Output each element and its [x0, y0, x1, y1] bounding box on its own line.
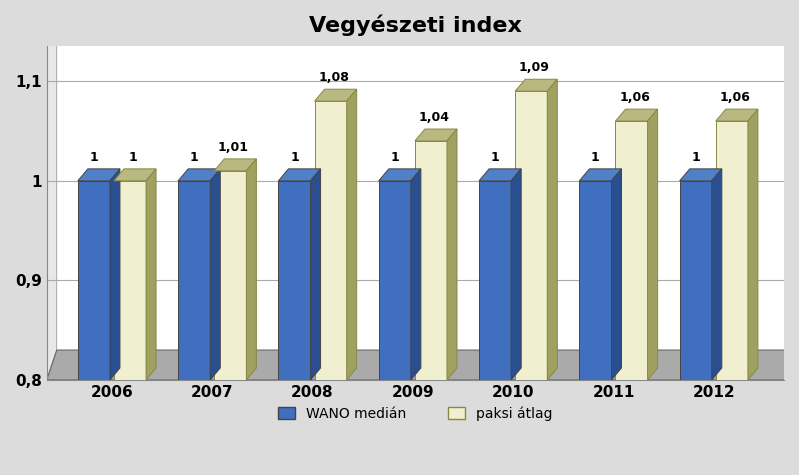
- Polygon shape: [680, 169, 721, 181]
- Text: 1: 1: [491, 151, 499, 164]
- Polygon shape: [278, 169, 320, 181]
- Polygon shape: [447, 129, 457, 380]
- Polygon shape: [515, 91, 547, 380]
- Polygon shape: [214, 159, 256, 171]
- Polygon shape: [479, 181, 511, 380]
- Polygon shape: [246, 159, 256, 380]
- Polygon shape: [479, 169, 521, 181]
- Text: 1: 1: [591, 151, 600, 164]
- Polygon shape: [46, 17, 57, 380]
- Polygon shape: [415, 129, 457, 141]
- Polygon shape: [511, 169, 521, 380]
- Polygon shape: [379, 181, 411, 380]
- Polygon shape: [347, 89, 356, 380]
- Text: 1,06: 1,06: [719, 91, 750, 104]
- Polygon shape: [716, 121, 748, 380]
- Polygon shape: [78, 169, 120, 181]
- Polygon shape: [311, 169, 320, 380]
- Text: 1: 1: [691, 151, 700, 164]
- Polygon shape: [615, 121, 647, 380]
- Text: 1,09: 1,09: [519, 61, 550, 74]
- Polygon shape: [114, 181, 146, 380]
- Title: Vegyészeti index: Vegyészeti index: [309, 15, 522, 37]
- Polygon shape: [315, 89, 356, 101]
- Polygon shape: [748, 109, 758, 380]
- Polygon shape: [415, 141, 447, 380]
- Polygon shape: [680, 181, 712, 380]
- Polygon shape: [315, 101, 347, 380]
- Polygon shape: [278, 181, 311, 380]
- Polygon shape: [411, 169, 421, 380]
- Polygon shape: [712, 169, 721, 380]
- Polygon shape: [579, 169, 622, 181]
- Polygon shape: [110, 169, 120, 380]
- Polygon shape: [716, 109, 758, 121]
- Polygon shape: [547, 79, 558, 380]
- Text: 1: 1: [190, 151, 199, 164]
- Polygon shape: [114, 169, 156, 181]
- Text: 1,06: 1,06: [619, 91, 650, 104]
- Text: 1,01: 1,01: [218, 141, 248, 154]
- Text: 1,04: 1,04: [419, 111, 449, 124]
- Polygon shape: [515, 79, 558, 91]
- Text: 1,08: 1,08: [318, 71, 349, 84]
- Polygon shape: [210, 169, 221, 380]
- Text: 1: 1: [290, 151, 299, 164]
- Legend: WANO medián, paksi átlag: WANO medián, paksi átlag: [272, 401, 558, 427]
- Polygon shape: [178, 169, 221, 181]
- Polygon shape: [78, 181, 110, 380]
- Polygon shape: [615, 109, 658, 121]
- Polygon shape: [579, 181, 611, 380]
- Polygon shape: [379, 169, 421, 181]
- Polygon shape: [46, 350, 799, 380]
- Text: 1: 1: [89, 151, 98, 164]
- Polygon shape: [611, 169, 622, 380]
- Text: 1: 1: [391, 151, 400, 164]
- Polygon shape: [214, 171, 246, 380]
- Text: 1: 1: [129, 151, 137, 164]
- Polygon shape: [178, 181, 210, 380]
- Polygon shape: [146, 169, 156, 380]
- Polygon shape: [647, 109, 658, 380]
